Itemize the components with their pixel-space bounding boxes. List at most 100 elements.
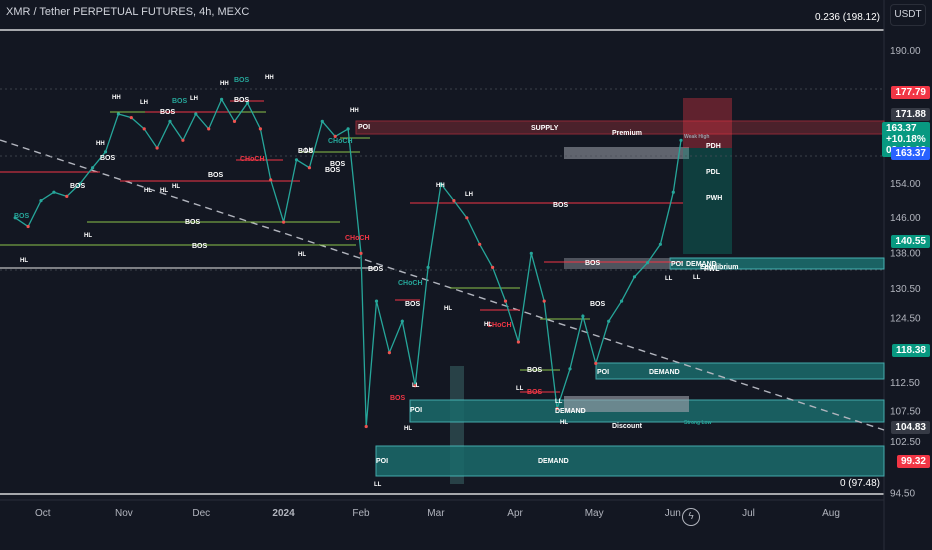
price-point [346,127,350,131]
swing-point-label: HL [160,188,168,194]
price-point [258,127,262,131]
price-point [529,251,533,255]
bos-label: BOS [14,213,30,220]
time-tick-label: Nov [115,508,133,519]
bos-label: BOS [172,98,188,105]
zone-label: POI [358,124,370,131]
price-point [232,119,237,123]
price-series-line[interactable] [14,97,682,427]
choch-label: CHoCH [398,280,423,287]
zone-label: Premium [612,130,642,137]
price-tick-label: 130.50 [890,284,921,295]
price-point [245,101,250,105]
price-tag: 177.79 [891,86,930,99]
price-tick-label: 94.50 [890,488,915,499]
price-point [542,299,546,303]
fib-bottom-label: 0 (97.48) [839,478,880,489]
price-point [52,190,56,194]
zone-label: DEMAND [538,458,569,465]
bos-label: BOS [553,202,569,209]
swing-point-label: HL [484,322,492,328]
zone-label: DEMAND [555,408,586,415]
premium-box [564,147,689,159]
currency-button[interactable]: USDT [890,4,926,26]
bos-label: BOS [234,97,250,104]
symbol-title: XMR / Tether PERPETUAL FUTURES, 4h, MEXC [6,6,250,18]
price-point [413,384,417,388]
price-tick-label: 190.00 [890,46,921,57]
time-tick-label: 2024 [272,508,295,519]
price-point [645,261,650,265]
price-point [78,182,82,186]
time-tick-label: Feb [352,508,370,519]
zone-label: Equilibrium [700,264,739,271]
price-tick-label: 138.00 [890,248,921,259]
price-tag: 140.55 [891,235,930,248]
price-tag: 171.88 [891,108,930,121]
zone-label: POI [376,458,388,465]
lightning-icon[interactable]: ϟ [682,508,700,526]
bos-label: BOS [590,301,606,308]
price-tag: 163.37 [891,147,930,160]
price-point [400,319,404,323]
bos-label: BOS [527,367,543,374]
bos-label: BOS [100,155,116,162]
demand-zone-bottom[interactable] [375,445,885,477]
swing-point-label: LL [374,482,382,488]
price-point [671,190,675,194]
price-point [439,182,443,186]
swing-point-label: HH [350,108,359,114]
price-point [581,314,585,318]
bos-label: BOS [298,148,314,155]
price-point [465,216,469,220]
risk-box[interactable] [683,98,732,148]
time-tick-label: Mar [427,508,445,519]
bos-label: BOS [368,266,384,273]
level-label: PDL [706,169,721,176]
bos-label: BOS [160,109,176,116]
price-point [620,299,624,303]
price-tick-label: 102.50 [890,437,921,448]
price-point [91,166,95,170]
swing-point-label: HH [96,141,105,147]
time-tick-label: Apr [507,508,523,519]
price-tag: 118.38 [891,344,930,357]
price-point [568,367,572,371]
bos-label: BOS [405,301,421,308]
price-point [142,127,146,131]
level-label: PWH [706,195,722,202]
price-point [503,299,508,303]
swing-point-label: LL [693,275,701,281]
price-point [39,199,43,203]
demand-zone-upper[interactable] [595,362,885,380]
bos-label: BOS [192,243,208,250]
reward-box[interactable] [683,148,732,254]
price-tag: 99.32 [896,455,930,468]
bos-label: BOS [234,77,250,84]
price-point [516,340,521,344]
bos-label: BOS [185,219,201,226]
swing-point-label: HL [444,306,452,312]
level-label: PDH [706,143,721,150]
swing-point-label: LL [516,386,524,392]
price-tick-label: 124.50 [890,314,921,325]
swing-point-label: HH [220,81,229,87]
swing-point-label: HL [144,188,152,194]
price-point [632,275,637,279]
price-point [129,116,133,120]
swing-point-label: LH [190,96,198,102]
zone-label: SUPPLY [531,125,559,132]
swing-point-label: HH [436,183,445,189]
choch-label: CHoCH [487,322,512,329]
swing-point-label: LL [555,399,563,405]
choch-label: CHoCH [328,138,353,145]
time-tick-label: Jul [742,508,755,519]
price-point [282,220,286,224]
price-point [333,134,337,138]
price-point [555,407,559,411]
time-tick-label: Dec [192,508,210,519]
bos-label: BOS [527,389,543,396]
zone-label: POI [671,261,683,268]
price-point [491,265,495,269]
